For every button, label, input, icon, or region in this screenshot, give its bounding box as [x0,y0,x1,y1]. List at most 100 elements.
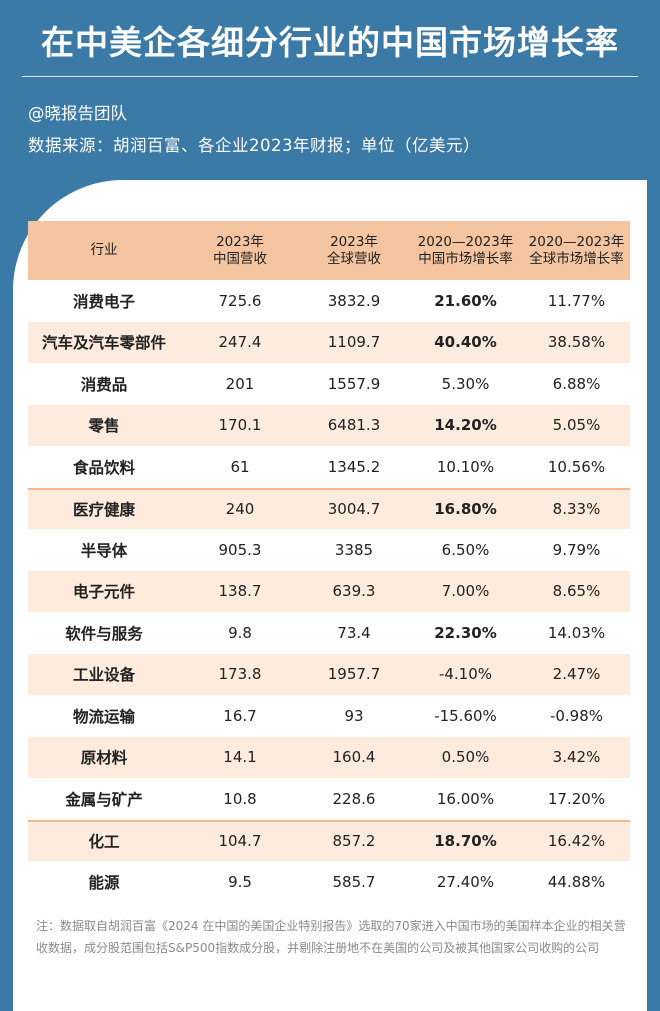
cell-industry: 化工 [88,833,120,852]
table-row: 零售 170.1 6481.3 14.20% 5.05% [28,404,630,446]
table-row: 电子元件 138.7 639.3 7.00% 8.65% [28,570,630,612]
cell-china-growth: 5.30% [441,374,490,393]
cell-global-growth: 11.77% [547,291,606,310]
cell-china-revenue: 10.8 [223,789,257,808]
cell-china-growth: 21.60% [434,291,497,310]
cell-china-growth: 7.00% [441,582,490,601]
table-row: 软件与服务 9.8 73.4 22.30% 14.03% [28,612,630,654]
cell-industry: 原材料 [80,749,128,768]
cell-china-revenue: 61 [230,457,250,476]
cell-industry: 能源 [88,873,120,892]
cell-global-growth: 2.47% [552,665,601,684]
cell-industry: 物流运输 [72,707,135,726]
cell-industry: 电子元件 [72,583,135,602]
header-china-growth: 2020—2023年 中国市场增长率 [417,233,514,267]
table-row: 食品饮料 61 1345.2 10.10% 10.56% [28,446,630,488]
cell-global-revenue: 228.6 [332,789,376,808]
cell-china-revenue: 9.5 [228,872,252,891]
cell-china-revenue: 725.6 [218,291,262,310]
cell-industry: 零售 [88,417,120,436]
cell-global-growth: 17.20% [547,789,606,808]
table-row: 能源 9.5 585.7 27.40% 44.88% [28,861,630,903]
cell-global-revenue: 6481.3 [327,416,381,435]
cell-global-revenue: 1345.2 [327,457,381,476]
table-header-row: 行业 2023年 中国营收 2023年 全球营收 2020—2023年 中国市场增长率… [28,221,630,280]
cell-global-growth: 38.58% [547,333,606,352]
cell-china-revenue: 247.4 [218,333,262,352]
cell-industry: 半导体 [80,541,128,560]
cell-global-revenue: 857.2 [332,832,376,851]
cell-industry: 汽车及汽车零部件 [41,334,166,353]
cell-china-revenue: 240 [225,500,255,519]
table-row: 原材料 14.1 160.4 0.50% 3.42% [28,736,630,778]
cell-china-revenue: 16.7 [223,706,257,725]
cell-china-growth: -4.10% [438,665,493,684]
author-label: @晓报告团队 [28,104,127,123]
cell-industry: 软件与服务 [65,624,143,643]
cell-china-revenue: 104.7 [218,832,262,851]
header-china-revenue: 2023年 中国营收 [213,233,267,267]
cell-industry: 消费电子 [72,292,135,311]
table-row: 消费品 201 1557.9 5.30% 6.88% [28,363,630,405]
cell-china-revenue: 905.3 [218,540,262,559]
cell-global-revenue: 1109.7 [327,333,381,352]
cell-global-revenue: 639.3 [332,582,376,601]
cell-china-growth: 40.40% [434,333,497,352]
table-row: 半导体 905.3 3385 6.50% 9.79% [28,529,630,571]
cell-global-revenue: 160.4 [332,748,376,767]
cell-global-growth: 5.05% [552,416,601,435]
cell-china-growth: 18.70% [434,832,497,851]
header-industry: 行业 [90,242,118,258]
cell-china-growth: 16.00% [436,789,495,808]
table-row: 汽车及汽车零部件 247.4 1109.7 40.40% 38.58% [28,321,630,363]
title-divider [22,76,638,77]
header-global-growth: 2020—2023年 全球市场增长率 [528,233,625,267]
cell-global-growth: 8.33% [552,500,601,519]
cell-global-revenue: 1557.9 [327,374,381,393]
cell-global-revenue: 93 [344,706,364,725]
cell-industry: 工业设备 [72,666,135,685]
table-row: 金属与矿产 10.8 228.6 16.00% 17.20% [28,778,630,820]
cell-global-revenue: 3832.9 [327,291,381,310]
cell-china-growth: 16.80% [434,500,497,519]
cell-china-growth: 10.10% [436,457,495,476]
cell-industry: 金属与矿产 [65,790,143,809]
table-row: 医疗健康 240 3004.7 16.80% 8.33% [28,487,630,529]
cell-china-growth: 14.20% [434,416,497,435]
page-title: 在中美企各细分行业的中国市场增长率 [41,23,619,62]
table-row: 工业设备 173.8 1957.7 -4.10% 2.47% [28,653,630,695]
table-row: 物流运输 16.7 93 -15.60% -0.98% [28,695,630,737]
data-source-label: 数据来源：胡润百富、各企业2023年财报；单位（亿美元） [28,136,480,155]
table-row: 化工 104.7 857.2 18.70% 16.42% [28,819,630,861]
cell-china-revenue: 138.7 [218,582,262,601]
cell-global-growth: 16.42% [547,832,606,851]
cell-china-growth: 27.40% [436,872,495,891]
cell-global-growth: 3.42% [552,748,601,767]
cell-china-revenue: 173.8 [218,665,262,684]
table-row: 消费电子 725.6 3832.9 21.60% 11.77% [28,280,630,322]
cell-industry: 消费品 [80,375,128,394]
cell-china-revenue: 9.8 [228,623,252,642]
footnote: 注：数据取自胡润百富《2024 在中国的美国企业特别报告》选取的70家进入中国市… [36,919,626,955]
cell-global-revenue: 3004.7 [327,500,381,519]
cell-global-revenue: 73.4 [337,623,371,642]
cell-global-revenue: 585.7 [332,872,376,891]
cell-china-growth: 22.30% [434,623,497,642]
header-global-revenue: 2023年 全球营收 [327,233,381,267]
cell-global-revenue: 1957.7 [327,665,381,684]
cell-china-revenue: 14.1 [223,748,257,767]
cell-industry: 医疗健康 [72,501,135,520]
cell-global-growth: 14.03% [547,623,606,642]
cell-industry: 食品饮料 [72,458,135,477]
cell-global-growth: 8.65% [552,582,601,601]
cell-global-growth: 10.56% [547,457,606,476]
cell-global-growth: 9.79% [552,540,601,559]
cell-china-growth: 0.50% [441,748,490,767]
data-table: 行业 2023年 中国营收 2023年 全球营收 2020—2023年 中国市场增长率… [28,221,630,903]
cell-china-growth: 6.50% [441,540,490,559]
cell-global-growth: 44.88% [547,872,606,891]
cell-china-revenue: 201 [225,374,255,393]
cell-china-revenue: 170.1 [218,416,262,435]
cell-china-growth: -15.60% [434,706,497,725]
cell-global-revenue: 3385 [334,540,374,559]
